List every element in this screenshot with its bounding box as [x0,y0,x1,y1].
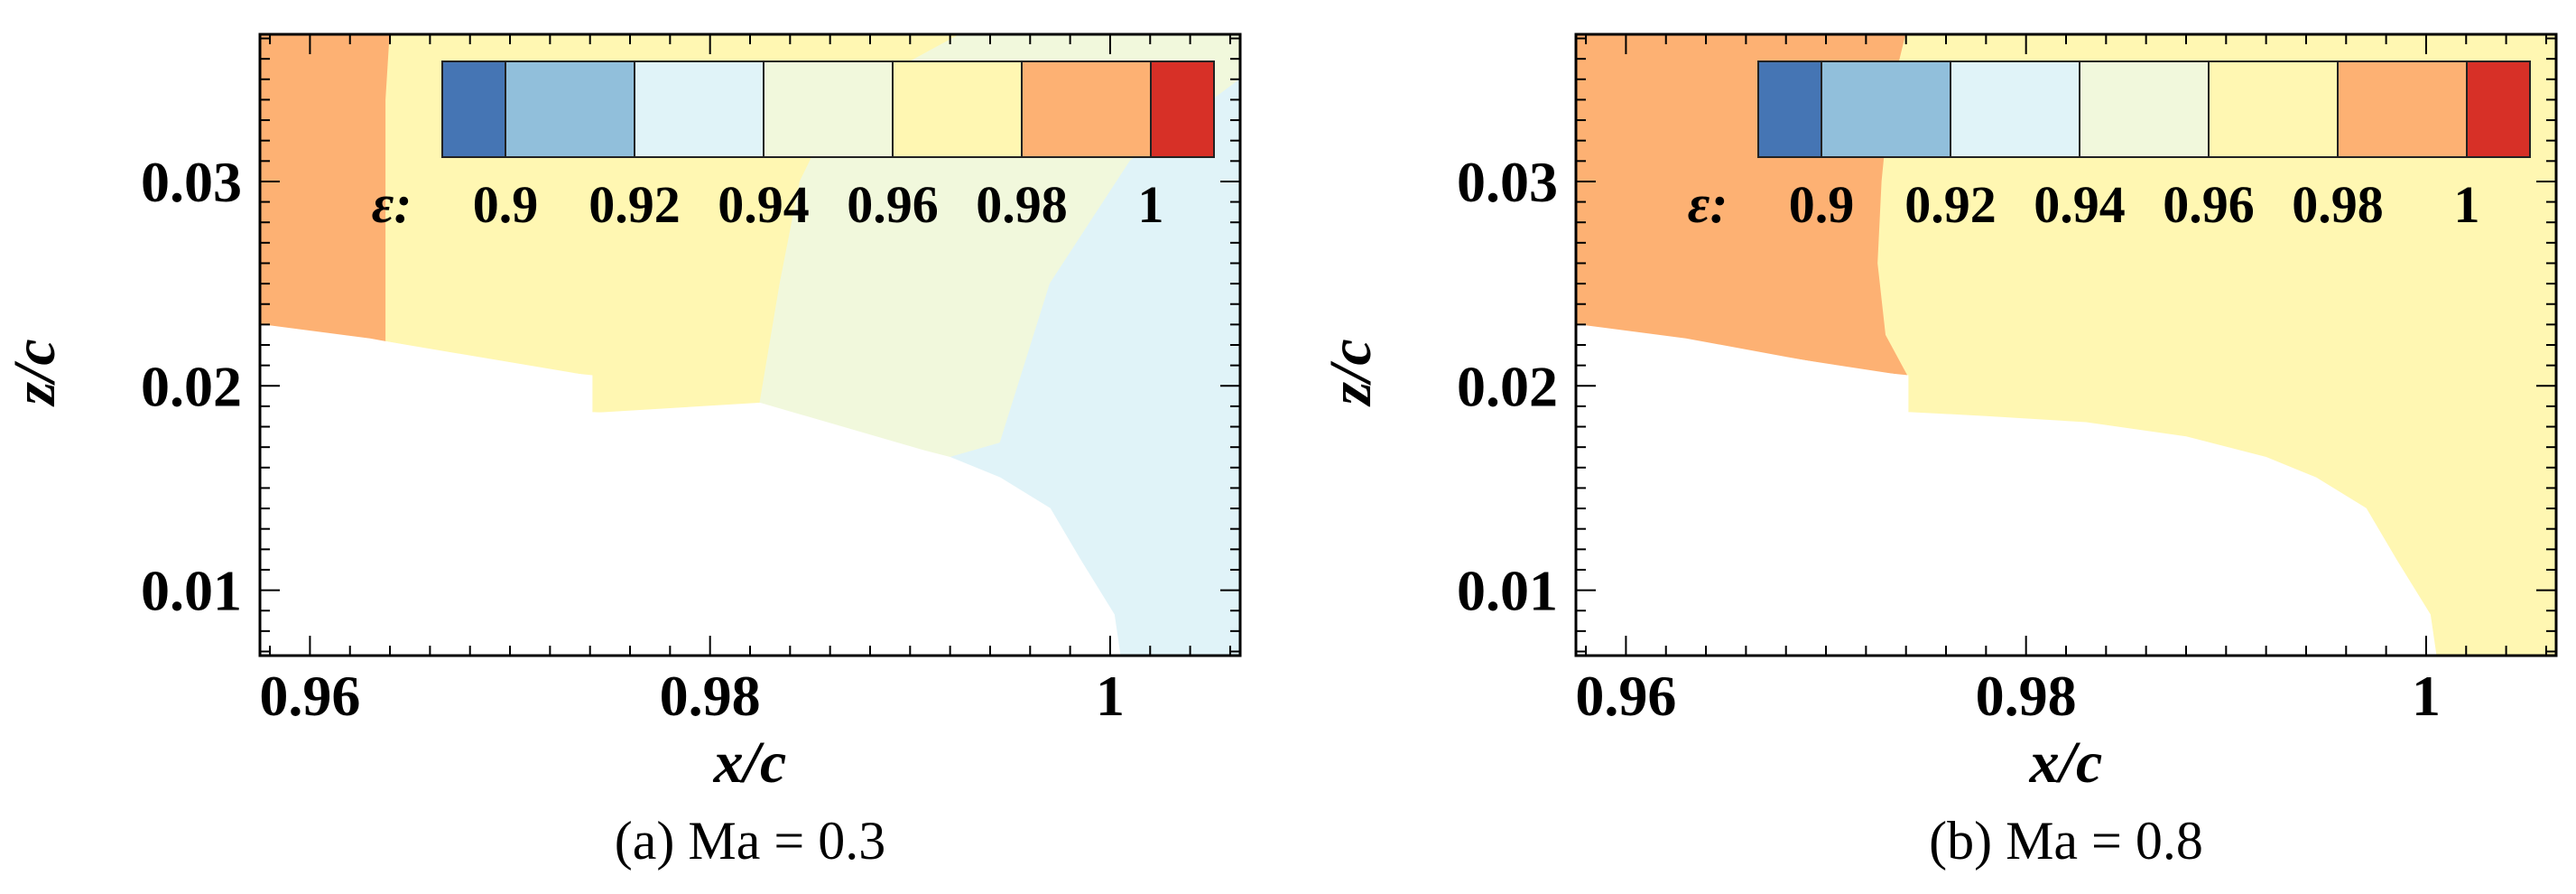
legend-level-label: 1 [2454,175,2480,234]
legend-level-label: 0.96 [2163,175,2255,234]
legend-swatch [634,61,764,158]
x-tick-label: 1 [2412,664,2441,728]
legend-level-label: 0.96 [847,175,939,234]
legend-swatch [2337,61,2468,158]
legend-level-label: 0.94 [2034,175,2126,234]
y-axis-label: z/c [2,339,68,406]
x-tick-label: 1 [1096,664,1125,728]
tick-marks [260,34,1240,656]
y-tick-label: 0.03 [1457,150,1558,214]
body-region [260,323,1121,656]
y-tick-label: 0.02 [1457,354,1558,418]
legend-swatch [1021,61,1152,158]
panel-a: 0.96 0.98 1 0.01 0.02 0.03 x/c z/c (a) Ma = 0.3 ε… [2,33,1242,871]
panel-b: 0.96 0.98 1 0.01 0.02 0.03 x/c z/c (b) Ma = 0.8 ε… [1318,33,2558,871]
legend: ε: 0.9 0.92 0.94 0.96 0.98 1 [1688,61,2531,234]
legend-level-label: 0.92 [588,175,681,234]
body-region [1576,323,2437,656]
y-tick-label: 0.03 [141,150,242,214]
legend-title: ε: [1688,174,1728,234]
x-tick-label: 0.96 [259,664,360,728]
y-tick-label: 0.01 [1457,559,1558,623]
x-axis-label: x/c [713,730,787,796]
legend-level-label: 0.9 [1789,175,1855,234]
x-tick-label: 0.96 [1575,664,1676,728]
legend-swatch [1821,61,1951,158]
legend-swatch [892,61,1023,158]
legend-level-label: 0.98 [976,175,1068,234]
legend-level-label: 0.92 [1904,175,1997,234]
y-tick-label: 0.01 [141,559,242,623]
legend-swatch [505,61,635,158]
legend-swatch [763,61,894,158]
y-axis-label: z/c [1318,339,1384,406]
legend-swatch [1757,61,1822,158]
tick-marks [1576,34,2556,656]
legend-level-label: 0.9 [473,175,539,234]
legend-level-label: 0.98 [2292,175,2384,234]
panel-caption: (a) Ma = 0.3 [615,811,885,871]
legend-level-label: 1 [1138,175,1164,234]
legend-swatch [2466,61,2531,158]
legend-swatch [441,61,506,158]
contour-region-0 [260,34,391,342]
panel-caption: (b) Ma = 0.8 [1929,811,2203,871]
legend-title: ε: [372,174,412,234]
x-axis-label: x/c [2029,730,2103,796]
x-tick-label: 0.98 [1976,664,2077,728]
legend-swatch [1950,61,2080,158]
y-tick-label: 0.02 [141,354,242,418]
legend-swatch [2079,61,2210,158]
legend-level-label: 0.94 [718,175,810,234]
legend-swatch [2208,61,2339,158]
x-tick-label: 0.98 [660,664,761,728]
legend: ε: 0.9 0.92 0.94 0.96 0.98 1 [372,61,1215,234]
legend-swatch [1150,61,1215,158]
